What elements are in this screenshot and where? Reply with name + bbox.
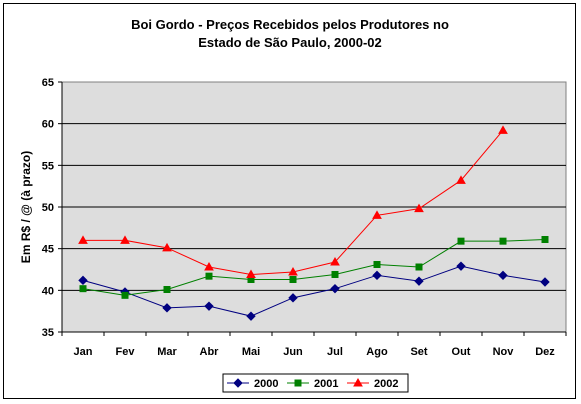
x-tick-label: Out (452, 346, 471, 358)
data-point-2002 (204, 261, 214, 271)
legend-marker-2001 (294, 379, 302, 387)
data-point-2000 (78, 275, 88, 286)
data-point-2000 (414, 276, 424, 286)
y-tick-label: 35 (42, 327, 54, 339)
data-point-2000 (540, 277, 550, 287)
data-point-2002 (78, 235, 88, 244)
data-point-2000 (456, 261, 466, 271)
data-point-2002 (456, 175, 466, 184)
data-point-2001 (373, 261, 381, 268)
data-point-2002 (162, 242, 172, 252)
data-point-2002 (414, 203, 424, 213)
data-point-2000 (498, 270, 508, 281)
data-point-2001 (457, 237, 465, 245)
x-tick-label: Jul (327, 346, 343, 358)
data-point-2002 (498, 125, 508, 134)
data-point-2000 (288, 293, 298, 303)
data-point-2001 (541, 236, 549, 243)
legend: 2000 2001 2002 (227, 377, 398, 390)
y-tick-label: 40 (42, 285, 54, 297)
data-point-2002 (288, 266, 298, 276)
chart-title-line-1: Boi Gordo - Preços Recebidos pelos Produ… (131, 17, 449, 32)
grid-lines (62, 123, 566, 291)
y-tick-label: 55 (42, 160, 54, 172)
data-point-2001 (499, 237, 507, 245)
series-group (78, 125, 550, 321)
legend-box (222, 373, 409, 393)
series-2001 (79, 236, 549, 299)
x-tick-label: Set (410, 346, 427, 358)
data-point-2002 (246, 269, 256, 278)
x-tick-label: Jun (283, 346, 303, 358)
axes: 35 40 45 50 55 60 65 Jan Fev Mar Abr Mai Jun Jul Ago Se… (42, 77, 567, 358)
data-point-2001 (121, 291, 129, 299)
data-point-2002 (120, 235, 130, 244)
series-line-2000 (82, 265, 546, 317)
line-chart: Boi Gordo - Preços Recebidos pelos Produ… (19, 17, 567, 393)
x-tick-label: Abr (200, 346, 220, 358)
y-tick-label: 60 (42, 119, 54, 131)
series-line-2001 (82, 239, 546, 296)
x-tick-label: Mai (242, 346, 260, 358)
legend-marker-2002 (353, 377, 363, 387)
series-2002 (78, 125, 508, 278)
data-point-2001 (331, 271, 339, 278)
x-tick-label: Jan (74, 346, 93, 358)
data-point-2000 (330, 283, 340, 294)
data-point-2001 (79, 285, 87, 293)
x-tick-label: Dez (535, 346, 555, 358)
data-point-2001 (205, 272, 213, 280)
x-tick-label: Mar (157, 346, 177, 358)
data-point-2000 (372, 270, 382, 281)
chart-container: Boi Gordo - Preços Recebidos pelos Produ… (3, 3, 576, 399)
series-2000 (78, 261, 550, 321)
legend-marker-2000 (233, 378, 243, 388)
data-point-2001 (415, 263, 423, 271)
data-point-2000 (246, 311, 256, 321)
y-axis-title: Em R$ / @ (à prazo) (19, 151, 33, 263)
x-tick-label: Ago (366, 346, 388, 358)
legend-label-2001: 2001 (314, 378, 338, 390)
data-point-2000 (162, 303, 172, 313)
data-point-2001 (163, 286, 171, 293)
data-point-2001 (289, 276, 297, 283)
x-tick-label: Nov (493, 346, 515, 358)
chart-title-line-2: Estado de São Paulo, 2000-02 (198, 35, 382, 50)
y-tick-label: 45 (42, 244, 54, 256)
y-tick-label: 65 (42, 77, 54, 89)
x-tick-label: Fev (116, 346, 136, 358)
legend-label-2002: 2002 (374, 378, 398, 390)
data-point-2000 (204, 301, 214, 311)
y-tick-label: 50 (42, 202, 54, 214)
data-point-2002 (372, 210, 382, 219)
data-point-2002 (330, 256, 340, 266)
legend-label-2000: 2000 (254, 378, 278, 390)
